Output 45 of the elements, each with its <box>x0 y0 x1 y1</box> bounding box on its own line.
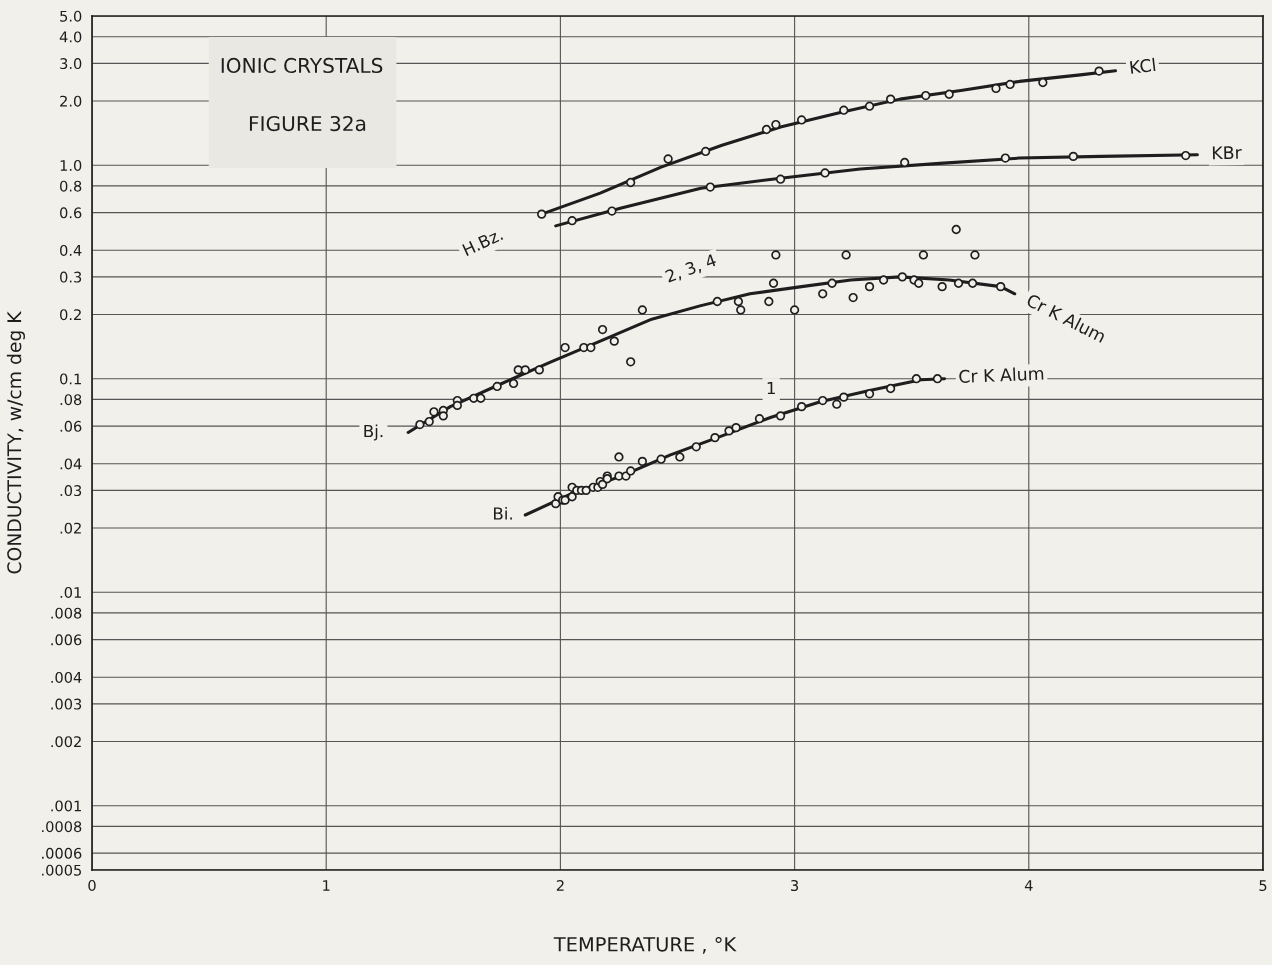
annotation: 1 <box>767 381 775 395</box>
x-axis-title: TEMPERATURE , °K <box>553 936 737 954</box>
x-tick-label: 2 <box>556 879 564 891</box>
annotation: Bj. <box>364 424 383 441</box>
text: Cr K Alum <box>1025 293 1107 343</box>
y-tick-label: .0008 <box>42 821 82 833</box>
y-tick-label: 0.1 <box>60 373 81 385</box>
y-tick-label: 0.6 <box>60 207 82 219</box>
y-tick-label: 4.0 <box>59 31 82 43</box>
y-tick-label: 5.0 <box>60 10 82 22</box>
y-tick-label: .006 <box>51 634 82 646</box>
y-tick-label: 2.0 <box>60 95 82 107</box>
y-tick-label: .03 <box>60 485 82 497</box>
y-tick-label: .0006 <box>42 847 82 859</box>
y-tick-label: .004 <box>51 671 82 683</box>
series-label: Cr K Alum <box>959 366 1044 384</box>
x-tick-label: 5 <box>1259 880 1267 892</box>
y-tick-label: 0.4 <box>60 244 82 256</box>
y-tick-label: 3.0 <box>60 58 82 70</box>
y-tick-label: 1.0 <box>60 159 82 171</box>
x-tick-label: 1 <box>323 880 330 891</box>
x-tick-label: 4 <box>1024 880 1033 891</box>
y-tick-label: 0.8 <box>60 180 82 192</box>
y-tick-label: 0.2 <box>60 309 81 321</box>
y-tick-label: 0.3 <box>60 271 82 283</box>
series-label: KBr <box>1212 146 1242 160</box>
text: IONIC CRYSTALS <box>221 57 383 74</box>
x-tick-label: 0 <box>88 879 96 892</box>
y-tick-label: .04 <box>60 458 82 470</box>
y-tick-label: .02 <box>60 522 81 534</box>
y-tick-label: .01 <box>60 586 81 598</box>
y-tick-label: .06 <box>60 420 82 432</box>
text: KCl <box>1129 57 1156 74</box>
y-tick-label: .08 <box>60 394 82 406</box>
annotation: Bi. <box>494 506 512 520</box>
y-tick-label: .008 <box>51 607 82 619</box>
x-tick-label: 3 <box>791 879 799 892</box>
y-tick-label: .003 <box>51 698 82 710</box>
y-axis-title: CONDUCTIVITY, w/cm deg K <box>6 311 25 574</box>
y-tick-label: .0005 <box>42 864 81 876</box>
annotation: 2, 3, 4 <box>664 253 718 285</box>
annotation: H.Bz. <box>462 228 504 256</box>
y-tick-label: .002 <box>51 736 81 748</box>
text: FIGURE 32a <box>249 115 366 132</box>
y-tick-label: .001 <box>51 800 81 812</box>
